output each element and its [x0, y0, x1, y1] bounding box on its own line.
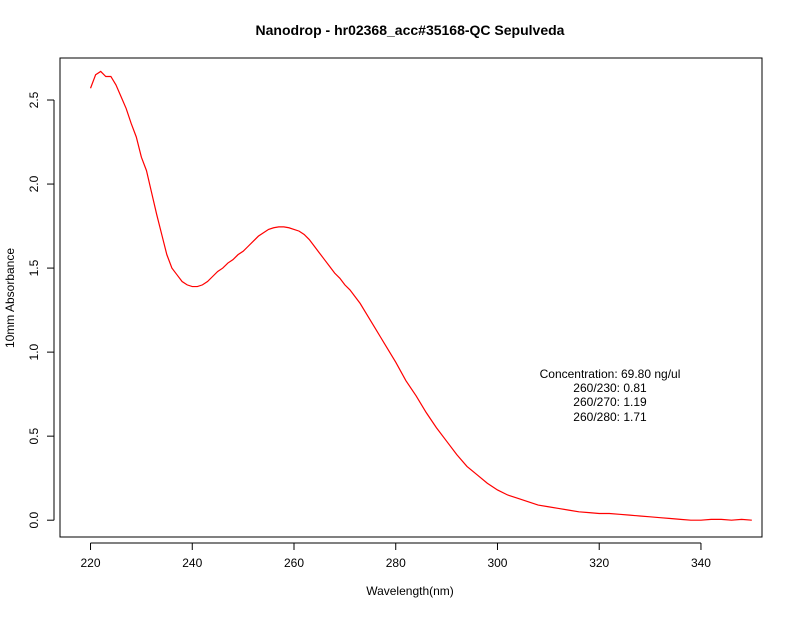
y-tick-label: 0.5 — [27, 427, 41, 444]
chart-title: Nanodrop - hr02368_acc#35168-QC Sepulved… — [256, 22, 565, 38]
x-tick-label: 340 — [691, 556, 711, 570]
x-tick-label: 220 — [81, 556, 101, 570]
x-tick-label: 300 — [487, 556, 507, 570]
annotation-260-230: 260/230: 0.81 — [573, 381, 647, 395]
x-tick-label: 240 — [182, 556, 202, 570]
x-axis-label: Wavelength(nm) — [366, 584, 454, 598]
x-tick-label: 320 — [589, 556, 609, 570]
annotation-concentration: Concentration: 69.80 ng/ul — [540, 367, 681, 381]
x-tick-label: 280 — [386, 556, 406, 570]
y-tick-label: 2.5 — [27, 91, 41, 108]
absorbance-curve — [89, 70, 752, 521]
plot-frame — [59, 57, 763, 538]
x-axis: 220 240 260 280 300 320 340 — [81, 542, 711, 570]
annotation-260-280: 260/280: 1.71 — [573, 410, 647, 424]
x-tick-label: 260 — [284, 556, 304, 570]
y-tick-label: 1.0 — [27, 343, 41, 360]
y-axis-label: 10mm Absorbance — [3, 248, 17, 348]
annotation-260-270: 260/270: 1.19 — [573, 395, 647, 409]
y-axis: 0.0 0.5 1.0 1.5 2.0 2.5 — [27, 91, 55, 529]
y-tick-label: 0.0 — [27, 512, 41, 529]
y-tick-label: 1.5 — [27, 259, 41, 276]
y-tick-label: 2.0 — [27, 175, 41, 192]
